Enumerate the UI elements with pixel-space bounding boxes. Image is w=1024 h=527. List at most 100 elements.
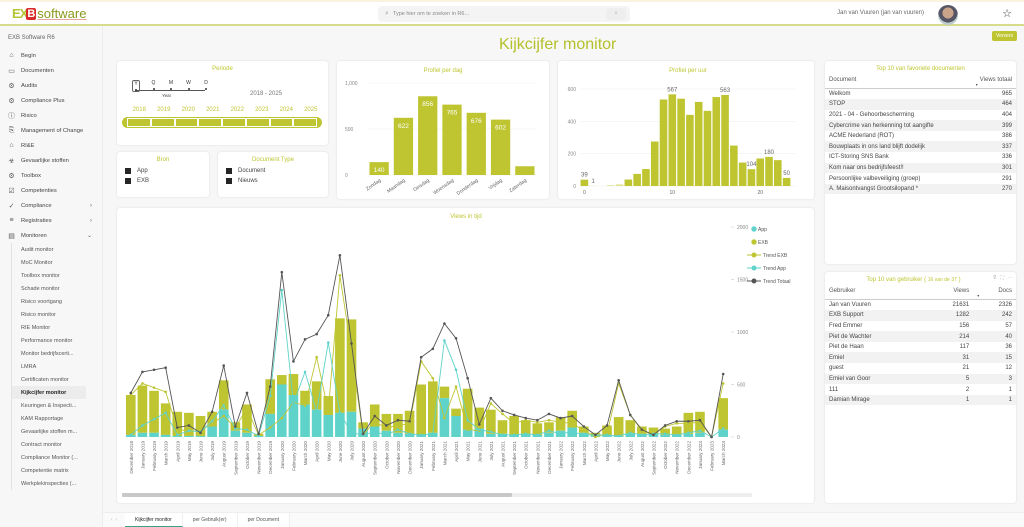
point-trend-totaal[interactable] <box>628 413 632 417</box>
point-trend-exb[interactable] <box>594 435 597 439</box>
point-trend-app[interactable] <box>501 433 504 437</box>
table-row[interactable]: STOP 464 <box>825 99 1016 110</box>
sidebar-item-gevaarlijke-stoffen[interactable]: ☣ Gevaarlijke stoffen <box>0 153 102 168</box>
point-trend-totaal[interactable] <box>501 409 504 413</box>
table-row[interactable]: A. Maisontvangst Grootsilopand * 270 <box>825 183 1016 195</box>
legend-item-app[interactable]: App <box>751 226 767 233</box>
year-cell-2018[interactable] <box>127 118 151 127</box>
table-row[interactable]: Piet de Wachter 214 40 <box>825 331 1016 342</box>
bar-app-july-2021[interactable] <box>486 433 496 437</box>
point-trend-app[interactable] <box>222 404 226 407</box>
table-row[interactable]: Piet de Haan 117 36 <box>825 342 1016 353</box>
point-trend-app[interactable] <box>721 427 725 430</box>
point-trend-app[interactable] <box>454 368 458 372</box>
point-trend-app[interactable] <box>570 430 574 434</box>
bar-app-may-2020[interactable] <box>323 414 334 437</box>
sidebar-item-management-of-change[interactable]: ⎘ Management of Change <box>0 123 102 138</box>
bar-exb-march-2020[interactable] <box>300 390 310 405</box>
submenu-item-risico-voortgang[interactable]: Risico voortgang <box>21 298 62 305</box>
table-row[interactable]: Emiel van Goor 5 3 <box>825 373 1016 385</box>
table-row[interactable]: Jan van Vuuren 21631 2326 <box>825 300 1016 311</box>
bar-app-june-2020[interactable] <box>335 412 345 437</box>
point-trend-app[interactable] <box>640 433 644 437</box>
point-trend-exb[interactable] <box>210 422 214 425</box>
bar-exb-june-2022[interactable] <box>613 417 624 436</box>
point-trend-totaal[interactable] <box>547 412 551 416</box>
submenu-item-performance-monitor[interactable]: Performance monitor <box>21 337 73 344</box>
bar-app-march-2020[interactable] <box>300 404 310 437</box>
bar-hour-5[interactable] <box>624 179 633 186</box>
point-trend-totaal[interactable] <box>559 416 562 420</box>
bar-app-july-2022[interactable] <box>625 433 636 437</box>
point-trend-exb[interactable] <box>721 382 725 385</box>
point-trend-exb[interactable] <box>512 422 516 425</box>
point-trend-exb[interactable] <box>489 402 493 405</box>
point-trend-totaal[interactable] <box>152 368 156 372</box>
bar-exb-march-2021[interactable] <box>439 386 450 399</box>
point-trend-totaal[interactable] <box>245 391 249 395</box>
point-trend-exb[interactable] <box>559 421 562 424</box>
submenu-item-contract-monitor[interactable]: Contract monitor <box>21 441 62 448</box>
point-trend-app[interactable] <box>210 419 214 423</box>
bar-exb-february-2020[interactable] <box>288 374 299 395</box>
point-trend-app[interactable] <box>628 431 632 435</box>
bar-zondag[interactable] <box>369 162 389 175</box>
point-trend-exb[interactable] <box>454 385 458 388</box>
point-trend-app[interactable] <box>536 433 539 437</box>
point-trend-app[interactable] <box>687 431 690 435</box>
point-trend-app[interactable] <box>582 433 586 437</box>
bar-exb-january-2022[interactable] <box>555 417 566 431</box>
bar-app-june-2019[interactable] <box>195 435 206 437</box>
bar-exb-september-2021[interactable] <box>509 416 519 435</box>
bar-app-july-2020[interactable] <box>346 411 357 437</box>
bar-zaterdag[interactable] <box>515 166 535 175</box>
bar-exb-february-2022[interactable] <box>567 410 577 428</box>
point-trend-exb[interactable] <box>501 412 504 416</box>
point-trend-app[interactable] <box>663 432 667 436</box>
point-trend-totaal[interactable] <box>536 418 539 422</box>
point-trend-totaal[interactable] <box>373 414 377 418</box>
slicer-item-nieuws[interactable]: Nieuws <box>226 176 328 186</box>
bar-exb-july-2019[interactable] <box>207 411 217 427</box>
point-trend-app[interactable] <box>315 410 318 414</box>
point-trend-totaal[interactable] <box>594 433 597 437</box>
point-trend-totaal[interactable] <box>257 432 260 436</box>
year-cell-2021[interactable] <box>198 118 222 127</box>
table-row[interactable]: Cybercrime van herkenning tot aangifte 39… <box>825 120 1016 131</box>
bar-app-december-2020[interactable] <box>404 433 415 437</box>
point-trend-totaal[interactable] <box>466 376 469 380</box>
exb-logo[interactable]: EX B software <box>12 6 86 21</box>
periode-range-slider[interactable] <box>122 117 322 128</box>
point-trend-app[interactable] <box>129 433 133 437</box>
bar-hour-12[interactable] <box>686 114 694 186</box>
point-trend-app[interactable] <box>698 429 702 432</box>
bar-exb-march-2023[interactable] <box>718 398 728 430</box>
bar-app-march-2023[interactable] <box>718 429 728 437</box>
point-trend-exb[interactable] <box>141 382 144 385</box>
point-trend-exb[interactable] <box>326 409 330 413</box>
bar-vrijdag[interactable] <box>490 119 511 175</box>
granularity-option-y[interactable]: Y <box>132 80 140 92</box>
slicer-item-exb[interactable]: EXB <box>125 176 209 186</box>
sidebar-item-documenten[interactable]: ▭ Documenten <box>0 63 102 78</box>
point-trend-app[interactable] <box>338 411 342 415</box>
point-trend-totaal[interactable] <box>512 413 516 417</box>
point-trend-totaal[interactable] <box>652 433 655 437</box>
bar-exb-january-2021[interactable] <box>416 384 426 435</box>
col-views[interactable]: Views <box>924 285 974 300</box>
point-trend-totaal[interactable] <box>141 370 144 374</box>
bar-app-january-2019[interactable] <box>137 432 148 437</box>
point-trend-exb[interactable] <box>396 423 400 426</box>
point-trend-totaal[interactable] <box>617 379 620 382</box>
point-trend-exb[interactable] <box>536 421 539 424</box>
filter-icon[interactable]: ⊽ <box>992 275 997 281</box>
point-trend-exb[interactable] <box>687 422 690 425</box>
bar-hour-18[interactable] <box>738 162 747 186</box>
point-trend-totaal[interactable] <box>687 419 690 423</box>
tab-per-gebruik-er[interactable]: per Gebruik(er) <box>182 513 238 527</box>
point-trend-app[interactable] <box>408 432 411 436</box>
point-trend-app[interactable] <box>547 429 551 432</box>
point-trend-totaal[interactable] <box>338 254 342 257</box>
point-trend-totaal[interactable] <box>675 419 679 423</box>
point-trend-app[interactable] <box>373 430 377 434</box>
